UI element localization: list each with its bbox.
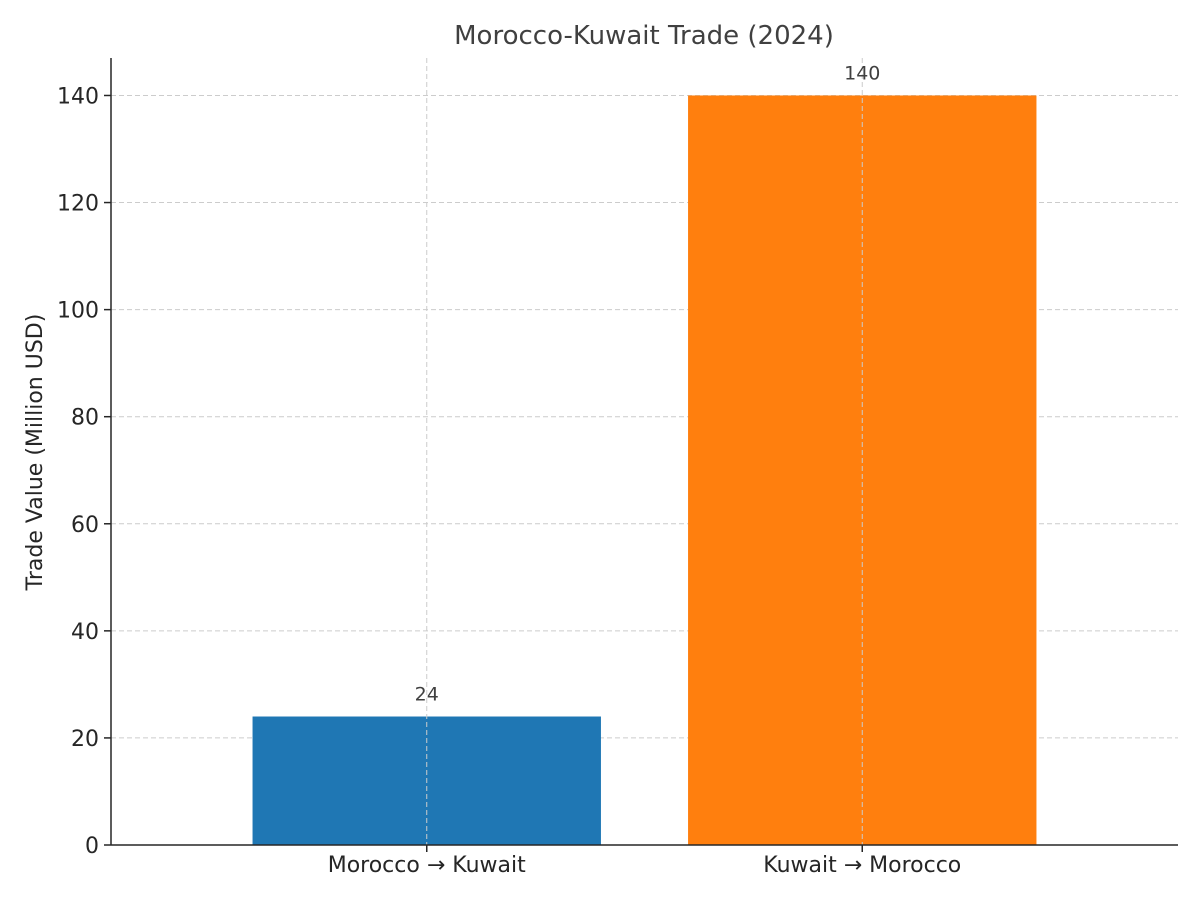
y-tick-label: 60	[71, 513, 99, 538]
y-tick-label: 20	[71, 727, 99, 752]
y-tick-label: 0	[85, 834, 99, 859]
y-tick-label: 80	[71, 406, 99, 431]
y-axis-label: Trade Value (Million USD)	[23, 314, 48, 592]
vertical-grid-layer	[426, 58, 863, 845]
axes-layer	[104, 58, 1178, 852]
chart-title: Morocco-Kuwait Trade (2024)	[454, 21, 834, 51]
bars-layer	[252, 95, 1037, 845]
x-tick-label: Kuwait → Morocco	[763, 853, 961, 878]
y-tick-label: 100	[57, 299, 99, 324]
y-tick-label: 140	[57, 84, 99, 109]
data-label: 24	[415, 684, 439, 706]
x-tick-label: Morocco → Kuwait	[328, 853, 526, 878]
labels-layer: 0 20 40 60 80 100 120 140 24 Morocco → Kuwait 140 K…	[57, 62, 961, 878]
data-label: 140	[844, 62, 880, 84]
y-tick-label: 120	[57, 192, 99, 217]
y-tick-label: 40	[71, 620, 99, 645]
